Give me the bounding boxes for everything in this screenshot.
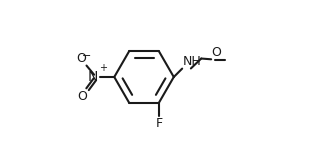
Text: O: O: [76, 52, 86, 65]
Text: −: −: [81, 51, 91, 61]
Text: O: O: [212, 46, 221, 59]
Text: O: O: [77, 90, 87, 103]
Text: N: N: [88, 70, 98, 84]
Text: +: +: [99, 63, 107, 73]
Text: F: F: [155, 117, 162, 130]
Text: NH: NH: [183, 55, 201, 68]
